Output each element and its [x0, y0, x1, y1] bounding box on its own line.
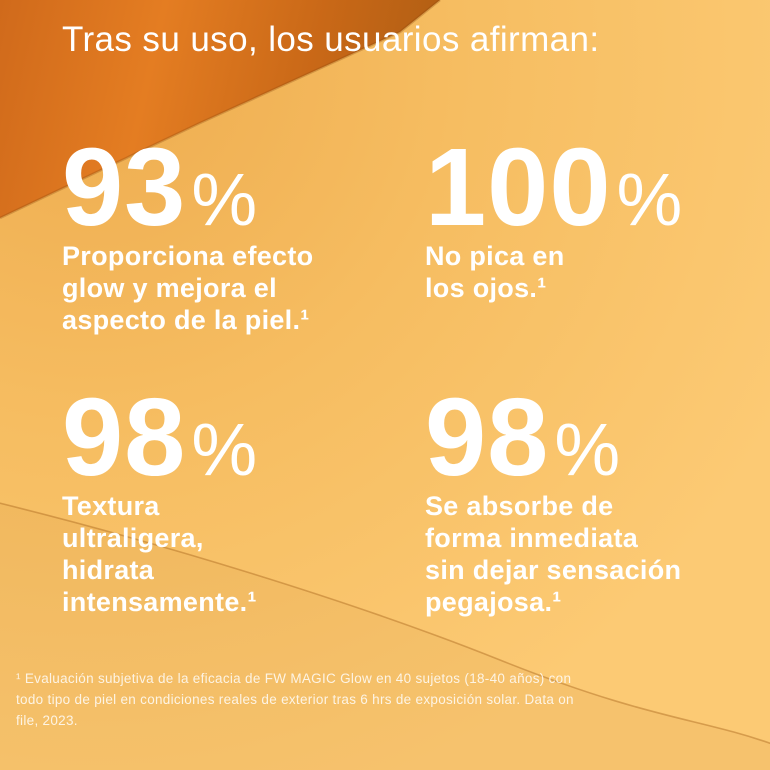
- footnote: ¹ Evaluación subjetiva de la eficacia de…: [16, 671, 574, 728]
- stat-description: No pica en los ojos.¹: [425, 241, 565, 303]
- stat-card-glow-effect: 93 % Proporciona efecto glow y mejora el…: [62, 126, 407, 336]
- page-title: Tras su uso, los usuarios afirman:: [62, 20, 600, 59]
- stat-card-absorption: 98 % Se absorbe de forma inmediata sin d…: [425, 376, 770, 618]
- stat-value: 100: [425, 126, 612, 249]
- stat-number: 100 %: [425, 126, 770, 249]
- stat-card-no-eye-sting: 100 % No pica en los ojos.¹: [425, 126, 770, 304]
- stat-number: 98 %: [62, 376, 407, 499]
- percent-sign: %: [191, 408, 258, 491]
- stat-number: 98 %: [425, 376, 770, 499]
- stat-value: 98: [62, 376, 187, 499]
- stat-value: 98: [425, 376, 550, 499]
- crease-shade-area: [0, 503, 770, 770]
- stat-card-texture: 98 % Textura ultraligera, hidrata intens…: [62, 376, 407, 618]
- crease-line: [0, 502, 770, 745]
- percent-sign: %: [554, 408, 621, 491]
- stat-description: Proporciona efecto glow y mejora el aspe…: [62, 241, 314, 335]
- stat-description: Se absorbe de forma inmediata sin dejar …: [425, 491, 682, 617]
- percent-sign: %: [616, 158, 683, 241]
- percent-sign: %: [191, 158, 258, 241]
- fold-edge-line: [0, 0, 441, 220]
- stat-description: Textura ultraligera, hidrata intensament…: [62, 491, 257, 617]
- stat-value: 93: [62, 126, 187, 249]
- stat-number: 93 %: [62, 126, 407, 249]
